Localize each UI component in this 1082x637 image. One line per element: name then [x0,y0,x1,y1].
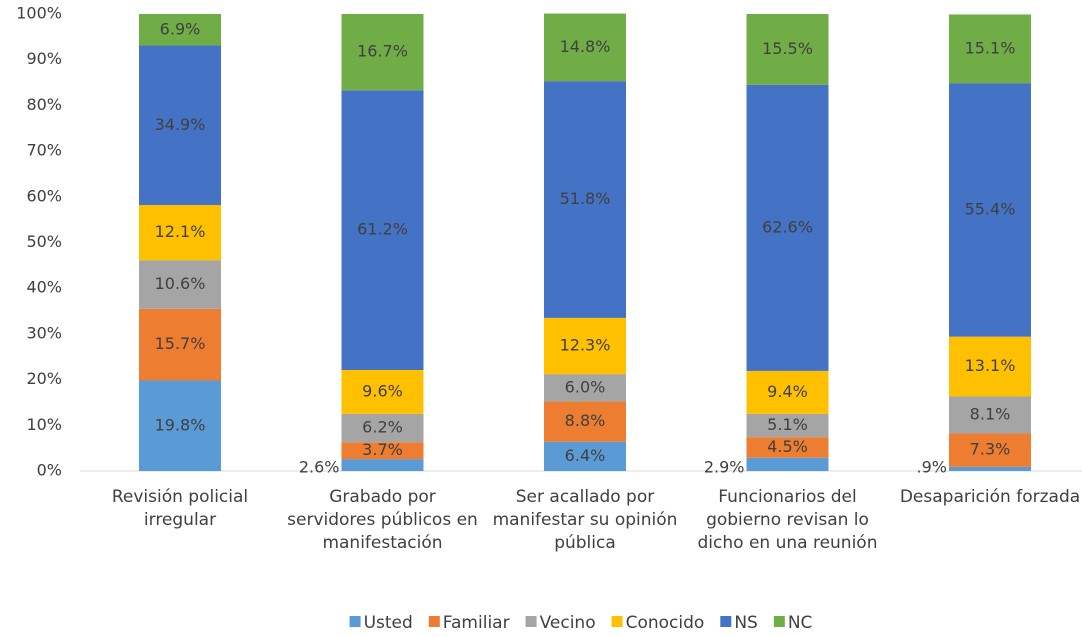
data-label: 15.5% [762,39,813,58]
data-label: 12.3% [560,336,611,355]
data-label: 62.6% [762,217,813,236]
x-tick-label: Desaparición forzada [899,487,1081,507]
legend-swatch [525,616,537,627]
bar-segment [949,396,1031,434]
legend-label: NS [734,613,758,633]
data-label: 61.2% [357,220,408,239]
data-label: 7.3% [970,440,1011,459]
bar-segment [949,83,1031,337]
bar-segment [949,466,1031,471]
bar-segment [139,260,221,309]
legend-swatch [349,616,361,627]
data-label: 14.8% [560,37,611,56]
bar-segment [544,401,626,442]
data-label: 15.1% [965,38,1016,57]
bar-segment [544,13,626,82]
data-label: 8.8% [565,411,606,430]
legend-swatch [720,616,732,627]
bar-segment [341,14,424,91]
bar-segment [949,433,1031,467]
bar-segment [544,441,626,471]
data-label: 4.5% [767,437,808,456]
legend-label: Usted [364,613,413,633]
bar-segment [544,374,626,402]
legend-swatch [428,616,440,627]
y-tick-label: 100% [16,4,62,23]
y-tick-label: 40% [26,278,62,297]
data-label: 2.6% [299,458,340,477]
y-tick-label: 50% [26,232,62,251]
data-label: 16.7% [357,42,408,61]
data-label: 6.9% [160,19,201,38]
y-tick-label: 90% [26,49,62,68]
y-tick-label: 20% [26,369,62,388]
legend-label: NC [788,613,813,633]
bar-segment [139,205,221,261]
data-label: 19.8% [155,415,206,434]
bar-segment [544,81,626,318]
data-label: 12.1% [155,222,206,241]
data-label: 5.1% [767,415,808,434]
data-label: 34.9% [155,115,206,134]
y-tick-label: 60% [26,186,62,205]
data-label: .9% [917,458,947,477]
bar-segment [139,45,221,206]
data-label: 6.0% [565,377,606,396]
data-label: 55.4% [965,200,1016,219]
bar-segment [746,14,829,85]
data-label: 13.1% [965,356,1016,375]
x-tick-label: Grabado por servidores públicos en manif… [287,487,478,553]
data-label: 6.4% [565,446,606,465]
bar-segment [544,317,626,375]
data-label: 6.2% [362,418,403,437]
bar-segment [341,413,424,443]
data-label: 15.7% [155,334,206,353]
data-label: 51.8% [560,189,611,208]
bar-segment [746,413,829,438]
bar-segment [949,14,1031,84]
data-label: 2.9% [704,458,745,477]
data-label: 10.6% [155,274,206,293]
y-tick-label: 10% [26,415,62,434]
bar-segment [139,380,221,471]
bar-segment [341,370,424,414]
bar-segment [746,437,829,458]
legend-label: Conocido [626,613,705,633]
x-tick-label: Revisión policial irregular [111,487,249,530]
legend-swatch [773,616,785,627]
data-label: 8.1% [970,405,1011,424]
y-tick-label: 70% [26,141,62,160]
y-tick-label: 0% [37,461,62,480]
x-tick-label: Funcionarios del gobierno revisan lo dic… [697,487,878,553]
legend-label: Familiar [443,613,510,633]
bar-segment [341,90,424,371]
bar-segment [746,84,829,371]
x-tick-label: Ser acallado por manifestar su opinión p… [492,487,678,553]
bar-segment [746,370,829,414]
data-label: 3.7% [362,440,403,459]
bar-segment [746,457,829,471]
bar-segment [341,442,424,460]
legend-swatch [611,616,623,627]
legend-label: Vecino [540,613,596,633]
bar-segment [949,336,1031,397]
data-label: 9.6% [362,381,403,400]
bar-segment [341,459,424,471]
bar-segment [139,308,221,381]
data-label: 9.4% [767,382,808,401]
y-tick-label: 30% [26,323,62,342]
y-tick-label: 80% [26,95,62,114]
bar-segment [139,14,221,46]
